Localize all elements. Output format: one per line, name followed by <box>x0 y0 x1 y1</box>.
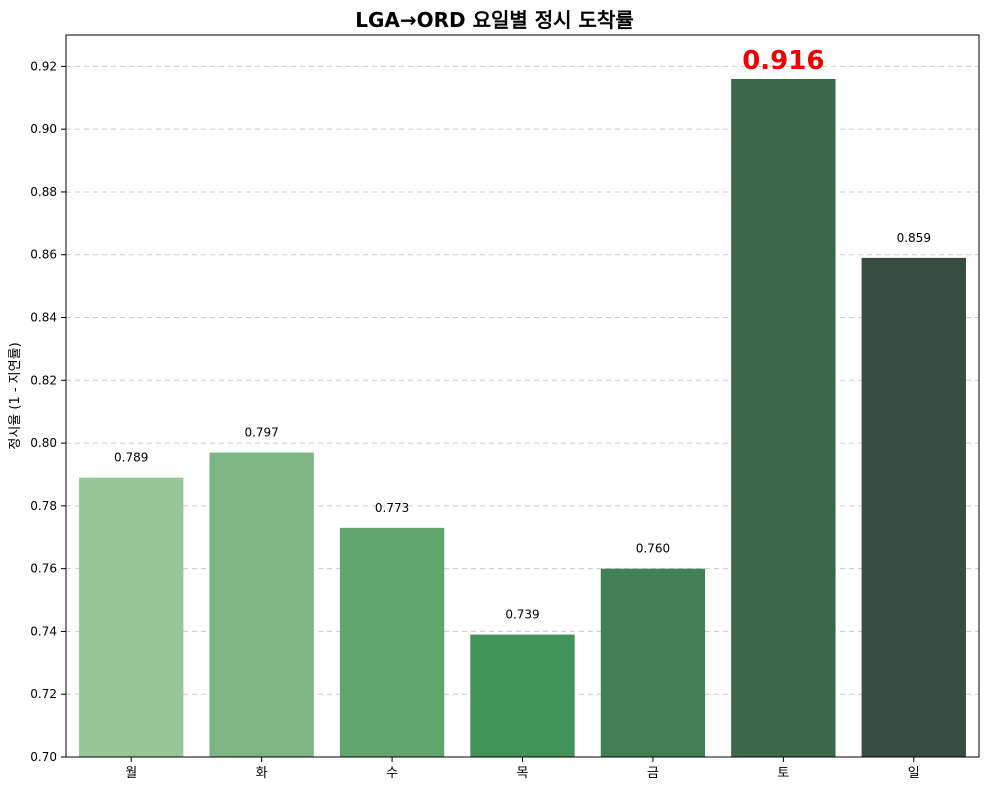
x-tick-label: 월 <box>125 766 137 781</box>
x-tick-label: 화 <box>256 766 268 781</box>
bar-1 <box>79 477 184 757</box>
chart-title: LGA→ORD 요일별 정시 도착률 <box>355 8 634 32</box>
data-label: 0.916 <box>742 46 824 76</box>
x-tick-label: 목 <box>517 766 529 781</box>
bar-6 <box>731 78 836 758</box>
y-tick-label: 0.72 <box>30 687 57 701</box>
data-label: 0.773 <box>375 501 409 515</box>
data-label: 0.739 <box>505 608 539 622</box>
bar-7 <box>861 257 966 757</box>
plot-frame <box>65 34 980 758</box>
bars <box>79 78 966 758</box>
x-tick-label: 일 <box>908 766 920 781</box>
y-axis-ticks: 0.70 0.72 0.74 0.76 0.78 0.80 0.82 0.84 0.86 0.88… <box>30 59 66 764</box>
y-tick-label: 0.90 <box>30 122 57 136</box>
y-tick-label: 0.80 <box>30 436 57 450</box>
bar-5 <box>600 568 706 757</box>
y-tick-label: 0.84 <box>30 311 57 325</box>
x-tick-label: 금 <box>647 766 659 781</box>
y-tick-label: 0.76 <box>30 562 57 576</box>
x-tick-label: 수 <box>386 766 398 781</box>
y-tick-label: 0.82 <box>30 373 57 387</box>
x-tick-label: 토 <box>777 766 789 781</box>
y-tick-label: 0.88 <box>30 185 57 199</box>
data-label: 0.789 <box>114 451 148 465</box>
y-tick-label: 0.78 <box>30 499 57 513</box>
grid-lines <box>66 65 979 695</box>
bar-3 <box>339 527 445 757</box>
bar-4 <box>470 634 575 757</box>
data-label: 0.797 <box>244 426 278 440</box>
data-labels: 0.789 0.797 0.773 0.739 0.760 0.916 0.859 <box>114 46 931 622</box>
y-tick-label: 0.92 <box>30 59 57 73</box>
data-label: 0.760 <box>636 542 670 556</box>
y-tick-label: 0.86 <box>30 248 57 262</box>
y-tick-label: 0.70 <box>30 750 57 764</box>
y-axis-label: 정시율 (1 - 지연률) <box>8 342 23 449</box>
y-tick-label: 0.74 <box>30 624 57 638</box>
bar-2 <box>209 452 314 757</box>
data-label: 0.859 <box>897 231 931 245</box>
